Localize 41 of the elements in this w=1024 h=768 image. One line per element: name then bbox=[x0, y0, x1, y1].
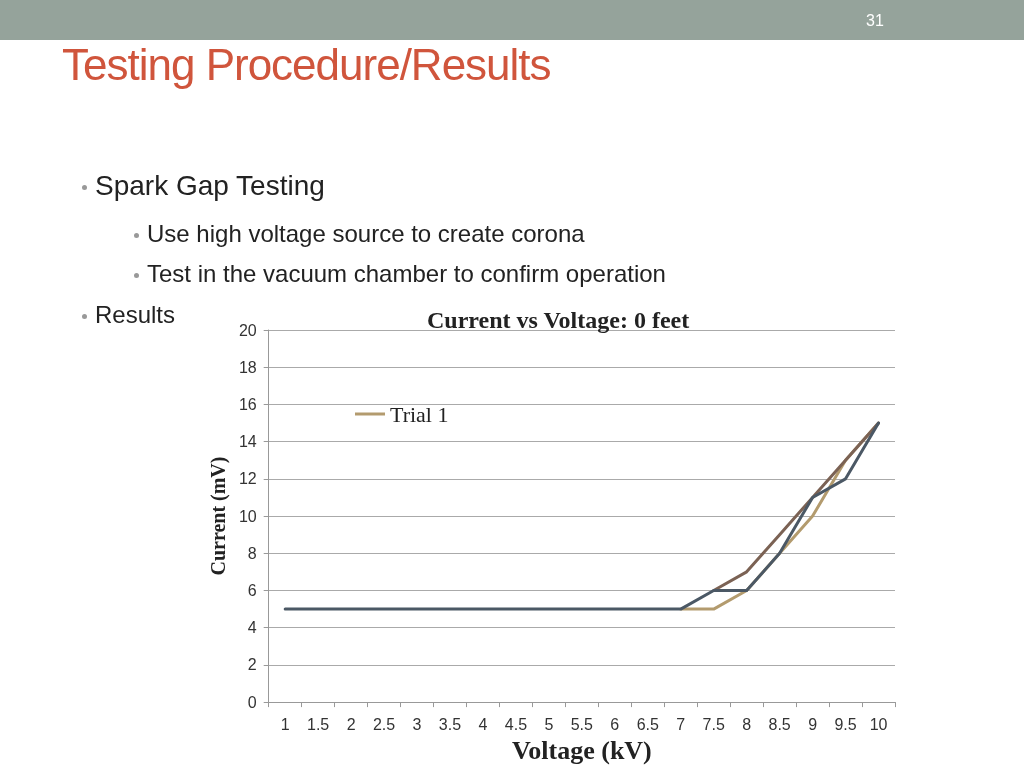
x-tick-label: 7.5 bbox=[702, 715, 725, 733]
text: Results bbox=[94, 301, 176, 329]
x-tick-label: 2 bbox=[346, 715, 356, 733]
y-axis-title: Current (mV) bbox=[207, 456, 230, 576]
x-tick-label: 9 bbox=[808, 715, 818, 733]
x-tick-label: 6.5 bbox=[636, 715, 659, 733]
x-tick-label: 5.5 bbox=[570, 715, 594, 733]
x-axis-title: Voltage (kV) bbox=[511, 735, 652, 765]
y-tick-label: 8 bbox=[247, 544, 257, 562]
y-tick-label: 12 bbox=[238, 470, 257, 488]
x-tick-label: 1.5 bbox=[307, 715, 330, 733]
x-tick-label: 3 bbox=[412, 715, 422, 733]
x-tick-label: 5 bbox=[544, 715, 554, 733]
x-tick-label: 8.5 bbox=[768, 715, 791, 733]
x-tick-label: 9.5 bbox=[834, 715, 857, 733]
line-series bbox=[283, 421, 881, 611]
text: Testing Procedure/Results bbox=[62, 40, 551, 90]
x-tick-label: 6 bbox=[610, 715, 620, 733]
text: Spark Gap Testing bbox=[94, 170, 325, 202]
text: Use high voltage source to create corona bbox=[146, 220, 585, 248]
x-tick-label: 8 bbox=[742, 715, 752, 733]
y-tick-label: 10 bbox=[238, 507, 257, 525]
x-tick-label: 4 bbox=[478, 715, 488, 733]
y-tick-label: 6 bbox=[247, 581, 257, 599]
y-tick-label: 0 bbox=[247, 693, 257, 711]
y-tick-label: 4 bbox=[247, 619, 257, 637]
y-tick-label: 2 bbox=[247, 656, 257, 674]
x-tick-label: 2.5 bbox=[372, 715, 396, 733]
x-tick-label: 7 bbox=[676, 715, 686, 733]
text: 31 bbox=[866, 12, 884, 30]
text: Test in the vacuum chamber to confirm operation bbox=[146, 260, 666, 288]
y-tick-label: 14 bbox=[238, 433, 257, 451]
x-tick-label: 3.5 bbox=[438, 715, 462, 733]
y-tick-label: 16 bbox=[238, 395, 257, 413]
x-tick-label: 1 bbox=[280, 715, 290, 733]
chart-title: Current vs Voltage: 0 feet bbox=[427, 307, 690, 333]
x-tick-label: 4.5 bbox=[504, 715, 528, 733]
legend-label: Trial 1 bbox=[390, 401, 449, 427]
y-tick-label: 20 bbox=[238, 321, 257, 339]
y-tick-label: 18 bbox=[238, 358, 257, 376]
x-tick-label: 10 bbox=[869, 715, 888, 733]
